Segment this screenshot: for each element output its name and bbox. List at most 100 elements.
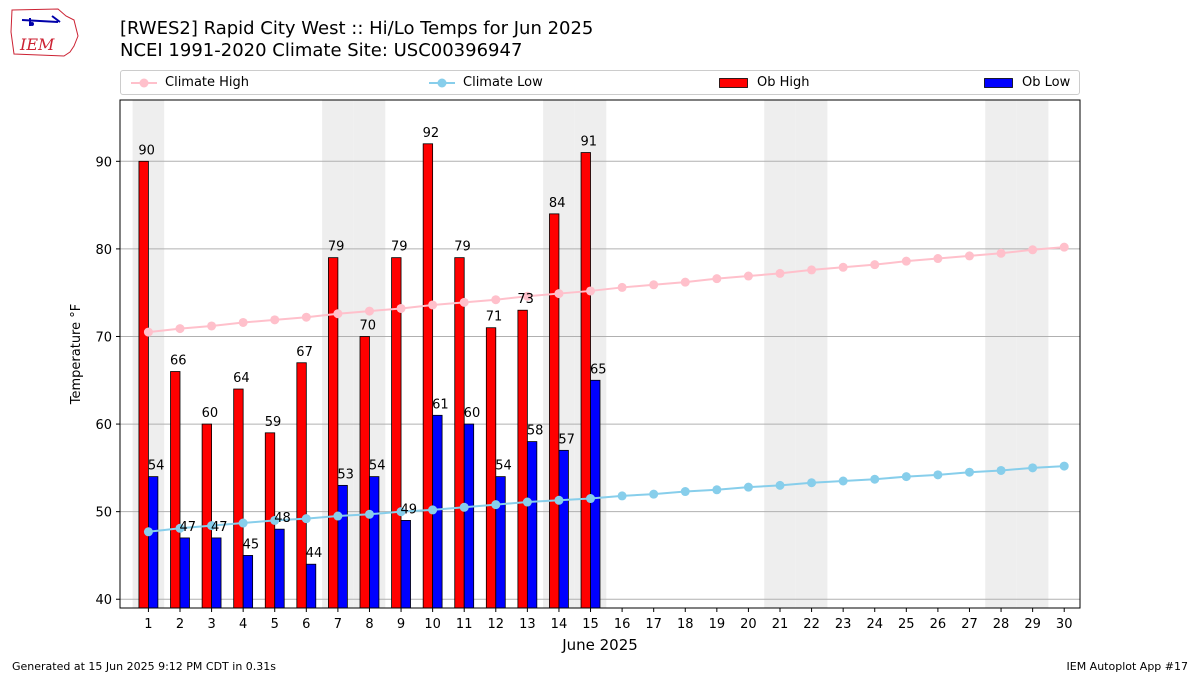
ob-high-bar-label: 91	[581, 135, 598, 150]
climate-high-point	[901, 256, 911, 266]
ob-low-bar	[558, 449, 569, 609]
climate-high-point	[175, 324, 185, 334]
y-tick-label: 70	[95, 330, 112, 345]
x-tick-label: 4	[239, 617, 247, 632]
climate-low-point	[586, 494, 596, 504]
ob-low-bar	[432, 414, 443, 609]
climate-high-point	[807, 265, 817, 275]
climate-high-point	[396, 303, 406, 313]
weekend-band	[353, 100, 386, 608]
x-tick-label: 16	[614, 617, 631, 632]
legend-item-climate-low: Climate Low	[429, 71, 543, 94]
logo-text: IEM	[19, 35, 55, 54]
climate-high-point	[428, 300, 438, 310]
climate-low-point	[743, 482, 753, 492]
climate-high-line	[148, 246, 1065, 334]
ob-high-bar-label: 92	[423, 126, 440, 141]
climate-low-point	[396, 507, 406, 517]
climate-high-point	[207, 321, 217, 331]
weekend-band	[543, 100, 575, 608]
weekend-band	[574, 100, 607, 608]
climate-low-point	[364, 509, 374, 519]
y-tick-label: 40	[95, 593, 112, 608]
x-tick-label: 15	[582, 617, 599, 632]
weekend-band	[1016, 100, 1049, 608]
climate-low-point	[996, 465, 1006, 475]
ob-high-bar-label: 71	[486, 310, 503, 325]
ob-high-bar-label: 60	[202, 406, 219, 421]
x-tick-label: 25	[898, 617, 915, 632]
climate-high-point	[712, 274, 722, 284]
climate-high-swatch	[131, 78, 157, 87]
x-tick-label: 18	[677, 617, 694, 632]
ob-high-bar	[580, 152, 591, 609]
climate-low-point	[207, 521, 217, 531]
x-tick-label: 9	[397, 617, 405, 632]
ob-low-bar	[590, 379, 601, 609]
ob-low-bar-label: 54	[369, 459, 386, 474]
climate-high-point	[333, 309, 343, 319]
x-tick-label: 14	[551, 617, 568, 632]
ob-high-bar	[201, 423, 212, 609]
ob-high-bar-label: 66	[170, 354, 187, 369]
ob-low-bar-label: 49	[401, 502, 418, 517]
chart-title: [RWES2] Rapid City West :: Hi/Lo Temps f…	[120, 18, 594, 39]
climate-high-point	[933, 254, 943, 264]
climate-low-point	[933, 470, 943, 480]
climate-low-line	[148, 465, 1065, 533]
x-tick-label: 28	[993, 617, 1010, 632]
ob-high-swatch	[719, 77, 748, 88]
x-tick-label: 10	[424, 617, 441, 632]
ob-high-bar	[328, 257, 339, 609]
ob-high-bar-label: 64	[233, 371, 250, 386]
ob-high-bar	[517, 309, 528, 609]
climate-low-point	[491, 500, 501, 510]
ob-high-bar	[454, 257, 465, 609]
climate-low-point	[807, 478, 817, 488]
x-tick-label: 17	[645, 617, 662, 632]
weekend-band	[132, 100, 165, 608]
legend-item-climate-high: Climate High	[131, 71, 249, 94]
ob-low-bar-label: 47	[211, 520, 228, 535]
ob-low-bar-label: 53	[337, 467, 354, 482]
x-tick-label: 21	[772, 617, 789, 632]
climate-low-point	[333, 511, 343, 521]
climate-low-point	[712, 485, 722, 495]
climate-high-point	[680, 277, 690, 287]
climate-high-point	[996, 248, 1006, 258]
climate-low-point	[870, 474, 880, 484]
weekend-band	[795, 100, 828, 608]
ob-high-bar	[391, 257, 402, 609]
ob-low-bar	[274, 528, 285, 609]
ob-high-bar-label: 90	[138, 143, 155, 158]
climate-low-point	[901, 472, 911, 482]
ob-high-bar	[264, 432, 276, 609]
x-axis-label: June 2025	[561, 636, 638, 654]
y-tick-label: 90	[95, 155, 112, 170]
climate-high-point	[617, 282, 627, 292]
x-tick-label: 23	[835, 617, 852, 632]
x-tick-label: 6	[302, 617, 310, 632]
climate-low-point	[522, 497, 532, 507]
ob-low-bar-label: 60	[464, 406, 481, 421]
y-axis-label: Temperature °F	[69, 304, 84, 405]
climate-low-swatch	[429, 78, 455, 87]
ob-low-bar	[369, 476, 380, 609]
ob-low-bar	[179, 537, 190, 609]
y-tick-label: 80	[95, 243, 112, 258]
y-tick-label: 60	[95, 418, 112, 433]
climate-high-point	[301, 312, 311, 322]
climate-high-point	[459, 297, 469, 307]
ob-low-bar-label: 57	[558, 432, 575, 447]
climate-high-point	[1028, 245, 1038, 255]
legend-item-ob-high: Ob High	[719, 71, 810, 94]
climate-low-point	[1059, 461, 1069, 471]
climate-low-point	[238, 518, 248, 528]
iem-logo-icon: IEM	[10, 8, 79, 57]
ob-low-swatch	[984, 77, 1013, 88]
climate-low-point	[301, 514, 311, 524]
ob-high-bar	[359, 336, 370, 609]
legend-label: Climate High	[165, 75, 250, 90]
climate-low-point	[617, 491, 627, 501]
